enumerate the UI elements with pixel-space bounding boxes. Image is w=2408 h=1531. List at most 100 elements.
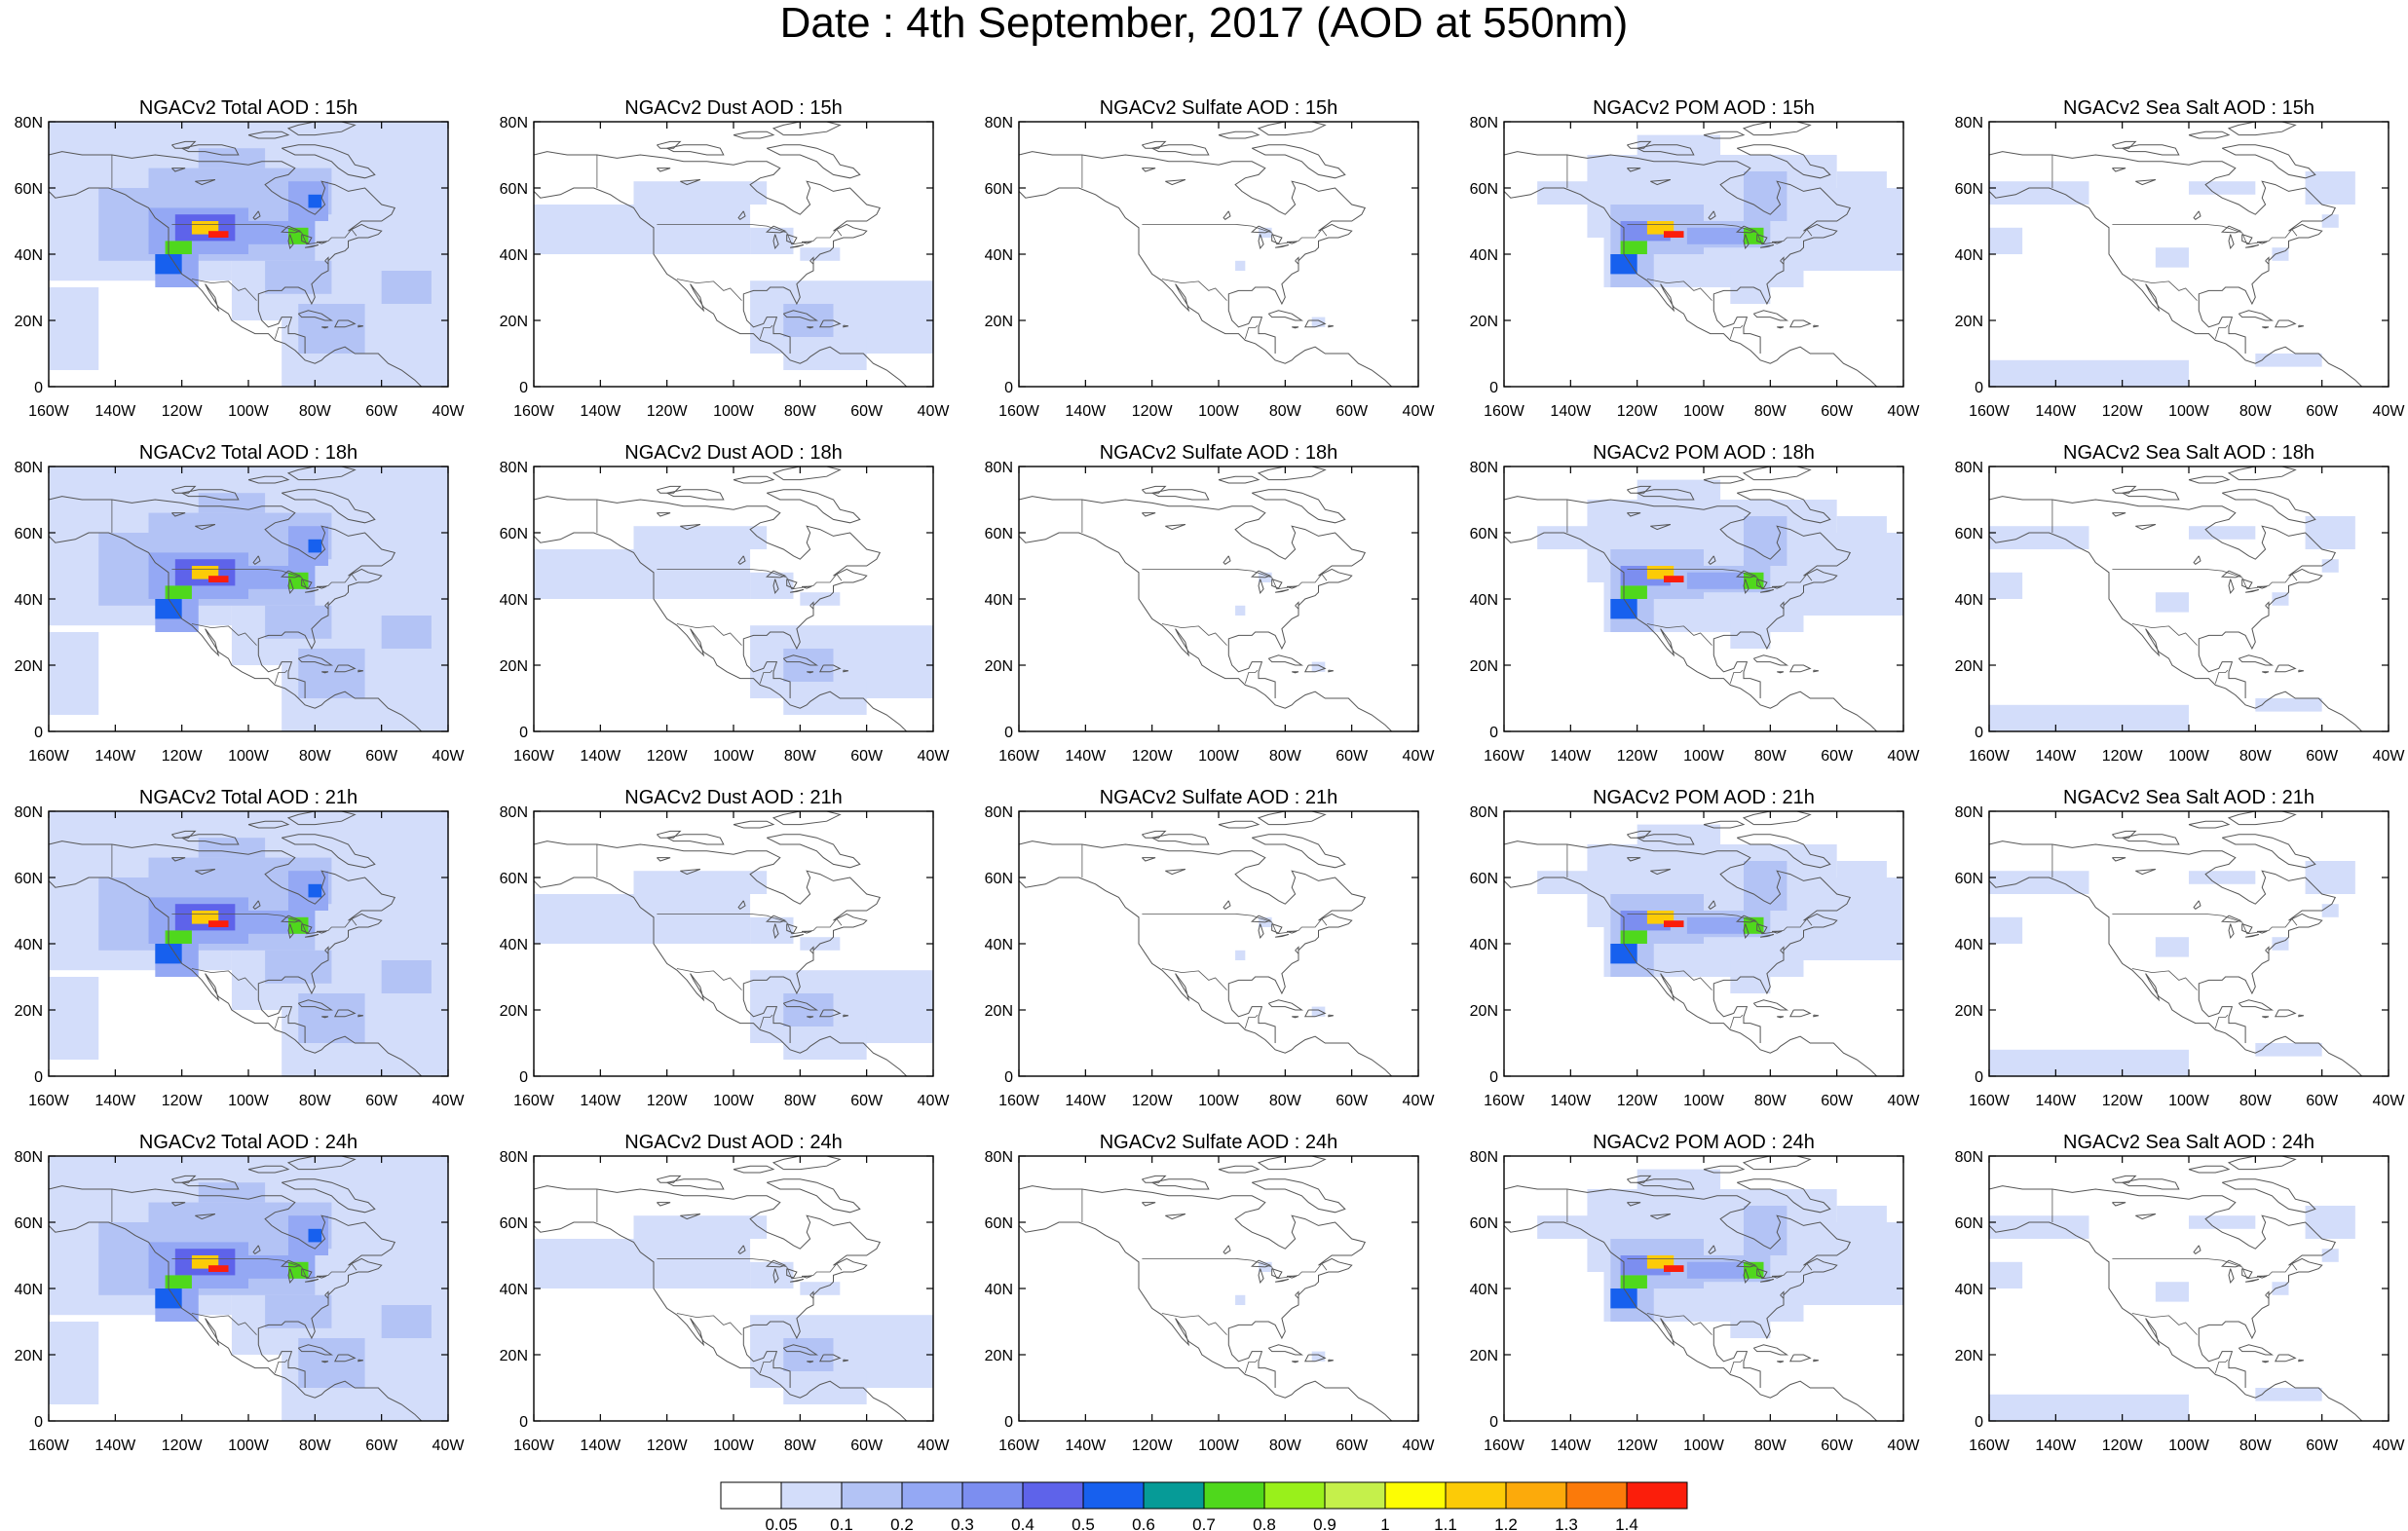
- y-tick-label: 40N: [500, 247, 528, 264]
- coastline: [1504, 1221, 1878, 1421]
- aod-cell: [1836, 171, 1887, 238]
- y-tick-label: 20N: [15, 658, 43, 675]
- coastline: [2274, 319, 2297, 328]
- lake-outline: [2241, 1268, 2253, 1279]
- coastline: [1813, 1014, 1819, 1018]
- political-border: [171, 569, 357, 590]
- x-tick-label: 100W: [713, 1438, 755, 1454]
- colorbar-label: 0.8: [1253, 1515, 1276, 1531]
- aod-cell: [1620, 930, 1647, 944]
- lake-outline: [1165, 179, 1185, 186]
- lake-outline: [301, 1268, 313, 1279]
- coastline: [1019, 840, 1367, 1043]
- aod-cell: [2321, 904, 2339, 917]
- coastline: [1151, 489, 1210, 501]
- panel-title: NGACv2 Sea Salt AOD : 18h: [2063, 442, 2314, 464]
- aod-cell: [2155, 1282, 2189, 1302]
- aod-cell: [265, 260, 332, 294]
- coastline: [1742, 1156, 1812, 1171]
- coastlines: [1019, 811, 1393, 1076]
- aod-cell: [1744, 861, 1787, 911]
- coastline: [1637, 144, 1695, 156]
- coastline: [1267, 1344, 1304, 1356]
- aod-cell: [298, 304, 365, 354]
- political-border: [2214, 324, 2229, 339]
- political-border: [657, 1258, 843, 1280]
- aod-shading: [534, 1215, 933, 1404]
- lake-outline: [280, 570, 302, 579]
- political-border: [759, 669, 773, 684]
- x-tick-label: 80W: [299, 1438, 332, 1454]
- coastline: [1504, 877, 1878, 1076]
- coastline: [1251, 834, 1346, 869]
- x-tick-label: 60W: [850, 748, 884, 765]
- x-tick-label: 100W: [2168, 1093, 2210, 1109]
- lake-outline: [737, 210, 746, 220]
- coastline: [1218, 131, 1260, 139]
- lake-outline: [1708, 210, 1716, 220]
- x-tick-label: 100W: [1683, 1093, 1725, 1109]
- x-tick-label: 160W: [1969, 748, 2011, 765]
- x-tick-label: 160W: [513, 403, 555, 420]
- coastline: [771, 811, 842, 826]
- x-tick-label: 40W: [433, 1093, 466, 1109]
- y-tick-label: 40N: [1955, 937, 1983, 953]
- x-tick-label: 40W: [1403, 748, 1436, 765]
- political-border: [1627, 569, 1813, 590]
- lake-outline: [171, 512, 186, 517]
- panel-title: NGACv2 Total AOD : 24h: [139, 1132, 357, 1153]
- x-tick-label: 120W: [1617, 1093, 1659, 1109]
- coastline: [1328, 1359, 1334, 1363]
- lake-outline: [1271, 234, 1283, 244]
- coastline: [1736, 834, 1831, 869]
- coastline: [171, 485, 197, 494]
- x-tick-label: 40W: [1403, 403, 1436, 420]
- colorbar-cell: [1203, 1481, 1265, 1510]
- political-border: [2112, 223, 2298, 245]
- panel-title: NGACv2 Total AOD : 21h: [139, 787, 357, 808]
- coastlines: [1504, 1156, 1878, 1421]
- lake-outline: [657, 512, 671, 517]
- coastline: [2227, 1156, 2297, 1171]
- lake-outline: [1223, 555, 1231, 565]
- lake-outline: [195, 869, 215, 876]
- lake-outline: [680, 524, 700, 531]
- political-border: [274, 669, 288, 684]
- panel-frame: [1018, 810, 1419, 1077]
- lake-outline: [790, 589, 804, 593]
- x-tick-label: 40W: [2373, 1093, 2406, 1109]
- lake-outline: [1780, 601, 1785, 611]
- aod-cell: [2189, 1215, 2256, 1229]
- lake-outline: [1275, 934, 1289, 938]
- coastline: [1303, 319, 1327, 328]
- aod-cell: [1664, 1265, 1684, 1272]
- political-border: [657, 914, 843, 935]
- coastline: [286, 122, 357, 136]
- x-tick-label: 80W: [784, 403, 817, 420]
- x-tick-label: 140W: [580, 1093, 621, 1109]
- coastline: [357, 324, 363, 328]
- x-tick-label: 100W: [1683, 403, 1725, 420]
- lake-outline: [324, 1290, 329, 1300]
- x-tick-label: 40W: [2373, 1438, 2406, 1454]
- coastline: [1019, 1221, 1393, 1421]
- coastline: [181, 489, 240, 501]
- x-tick-label: 140W: [1065, 748, 1107, 765]
- aod-cell: [49, 1322, 99, 1404]
- coastline: [1637, 1178, 1695, 1190]
- x-tick-label: 140W: [580, 1438, 621, 1454]
- aod-cell: [308, 194, 322, 208]
- y-tick-label: 40N: [15, 247, 43, 264]
- x-tick-label: 140W: [1550, 403, 1592, 420]
- coastline: [49, 1221, 423, 1421]
- lake-outline: [287, 234, 294, 250]
- coastline: [2188, 475, 2231, 484]
- political-border: [171, 914, 357, 935]
- political-border: [1627, 1258, 1813, 1280]
- x-tick-label: 80W: [1754, 403, 1787, 420]
- coastline: [297, 654, 334, 666]
- lake-outline: [1627, 1202, 1641, 1207]
- coastline: [2188, 1165, 2231, 1174]
- panel-title: NGACv2 Sulfate AOD : 21h: [1100, 787, 1338, 808]
- lake-outline: [680, 179, 700, 186]
